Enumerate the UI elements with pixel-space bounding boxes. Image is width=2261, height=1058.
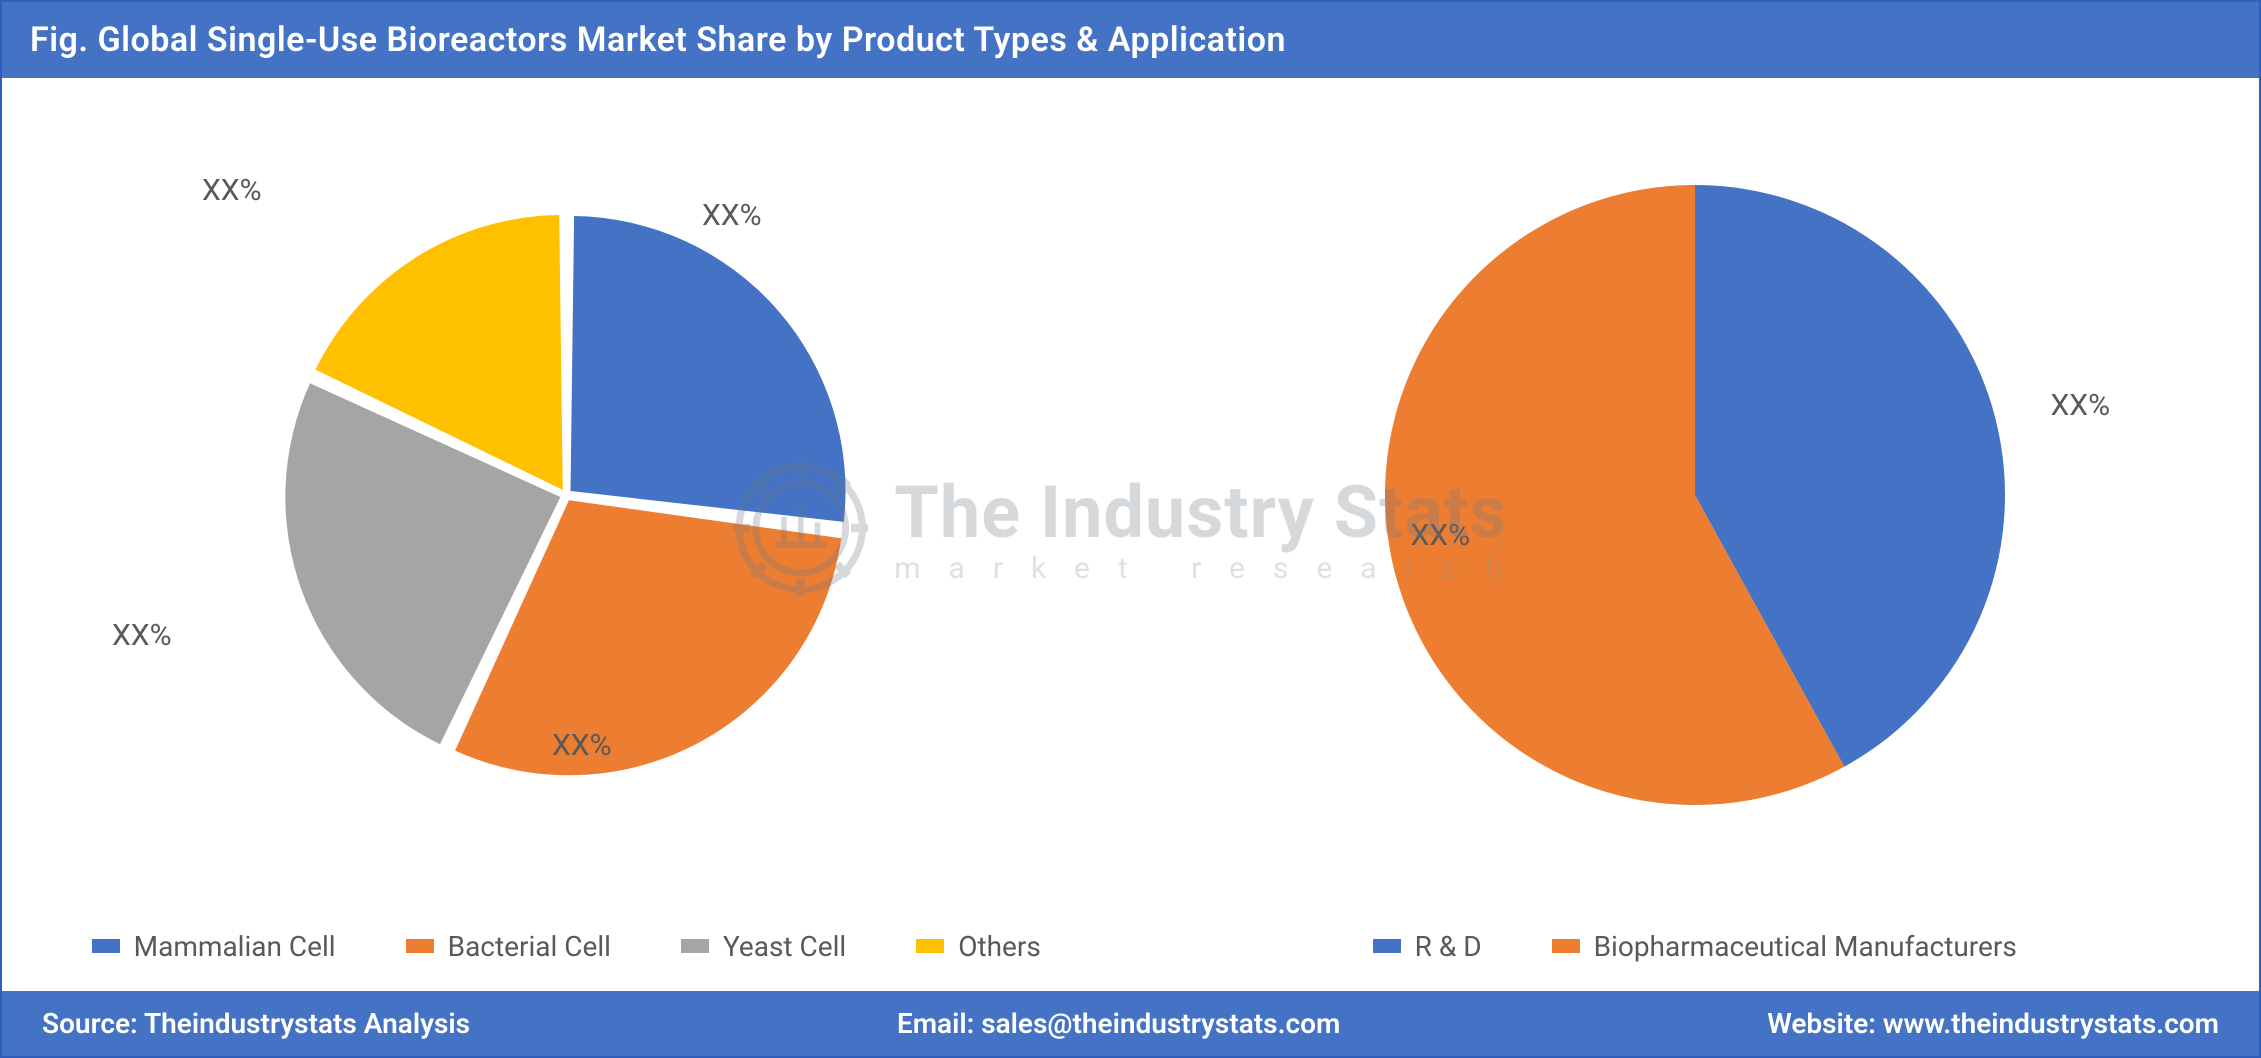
legend-left: Mammalian Cell Bacterial Cell Yeast Cell Ot… (92, 911, 1041, 991)
legend-swatch (406, 939, 434, 953)
legend-right: R & D Biopharmaceutical Manufacturers (1373, 911, 2017, 991)
legend-item: Yeast Cell (681, 930, 846, 963)
chart-area: XX% XX% XX% XX% Mammalian Cell Bacterial Cel… (2, 78, 2259, 991)
legend-label: Yeast Cell (723, 930, 846, 963)
legend-item: Bacterial Cell (406, 930, 611, 963)
legend-item: Biopharmaceutical Manufacturers (1552, 930, 2017, 963)
legend-swatch (1552, 939, 1580, 953)
legend-label: Bacterial Cell (448, 930, 611, 963)
figure-container: Fig. Global Single-Use Bioreactors Marke… (0, 0, 2261, 1058)
footer-email: Email: sales@theindustrystats.com (897, 1007, 1340, 1040)
slice-label: XX% (702, 198, 762, 233)
slice-label: XX% (552, 728, 612, 763)
footer-site: Website: www.theindustrystats.com (1767, 1007, 2219, 1040)
legend-swatch (681, 939, 709, 953)
legend-label: Biopharmaceutical Manufacturers (1594, 930, 2017, 963)
legend-swatch (92, 939, 120, 953)
pie-right (1345, 145, 2045, 845)
footer-source: Source: Theindustrystats Analysis (42, 1007, 470, 1040)
legend-swatch (1373, 939, 1401, 953)
legend-item: Others (916, 930, 1041, 963)
figure-title: Fig. Global Single-Use Bioreactors Marke… (2, 2, 2259, 78)
slice-label: XX% (2051, 388, 2111, 423)
legend-item: R & D (1373, 930, 1482, 963)
chart-left: XX% XX% XX% XX% Mammalian Cell Bacterial Cel… (2, 78, 1131, 991)
pie-wrap-left: XX% XX% XX% XX% (2, 78, 1131, 911)
slice-label: XX% (112, 618, 172, 653)
pie-slice (571, 216, 846, 522)
chart-right: XX% XX% R & D Biopharmaceutical Manufactur… (1131, 78, 2260, 991)
legend-label: R & D (1415, 930, 1482, 963)
slice-label: XX% (202, 173, 262, 208)
footer-bar: Source: Theindustrystats Analysis Email:… (2, 991, 2259, 1056)
legend-label: Mammalian Cell (134, 930, 336, 963)
legend-swatch (916, 939, 944, 953)
legend-label: Others (958, 930, 1041, 963)
pie-wrap-right: XX% XX% (1131, 78, 2260, 911)
legend-item: Mammalian Cell (92, 930, 336, 963)
slice-label: XX% (1411, 518, 1471, 553)
